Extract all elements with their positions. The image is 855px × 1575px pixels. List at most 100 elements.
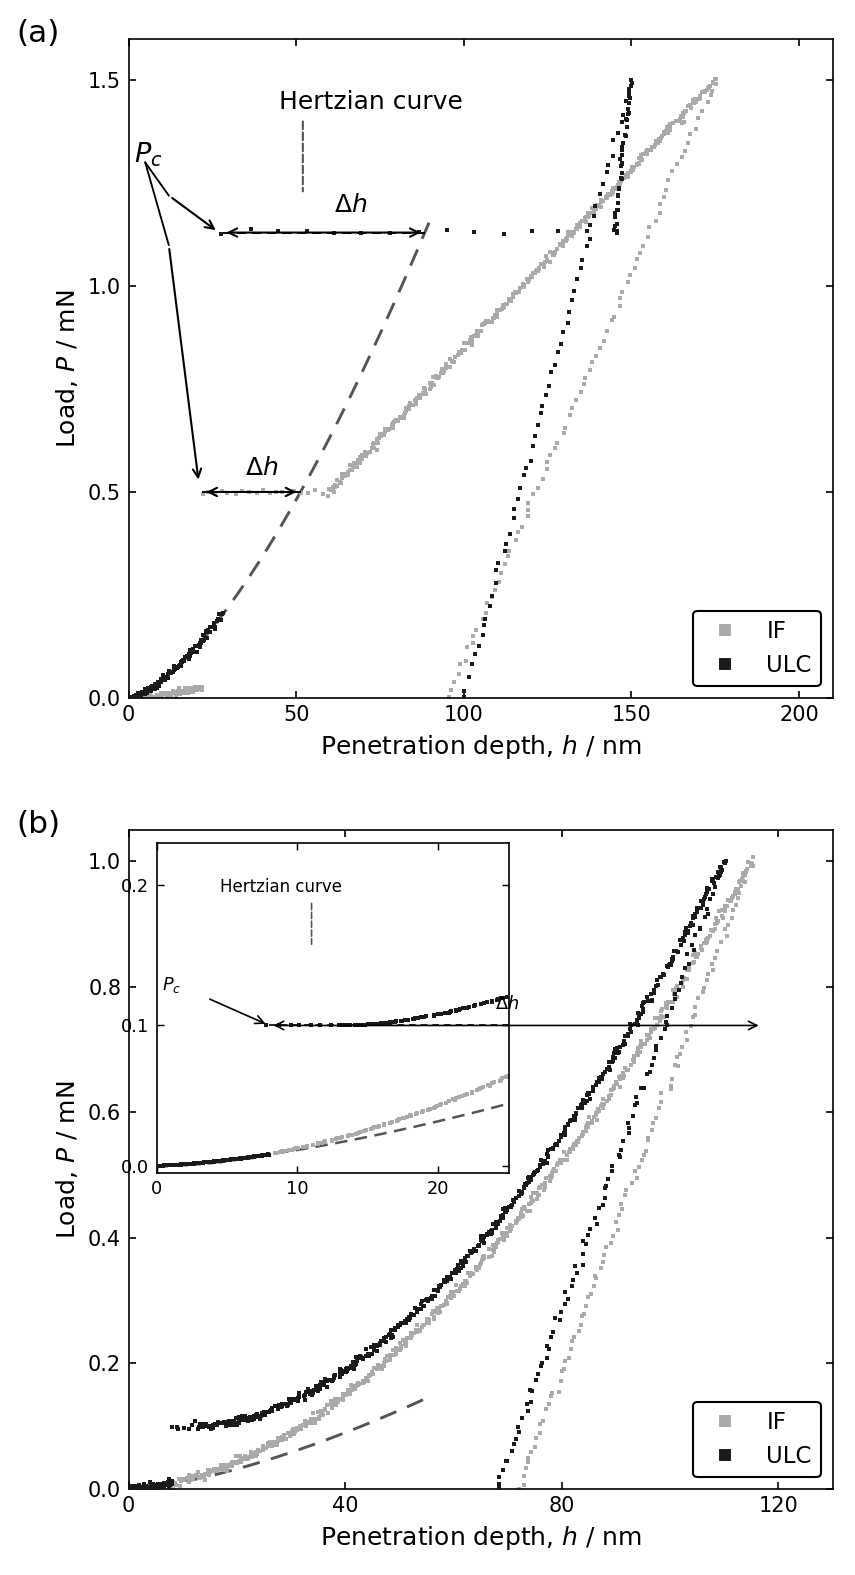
Point	[626, 154, 640, 180]
Point	[262, 1433, 276, 1458]
Point	[245, 1444, 259, 1469]
Point	[341, 1377, 355, 1402]
Point	[689, 90, 703, 115]
Point	[486, 1235, 500, 1260]
Point	[129, 687, 143, 712]
Point	[607, 1076, 621, 1101]
Point	[629, 1008, 643, 1033]
Point	[203, 614, 217, 639]
Point	[707, 871, 721, 896]
Point	[687, 901, 701, 926]
Point	[128, 1474, 142, 1499]
Point	[404, 1301, 418, 1326]
Point	[294, 1418, 308, 1443]
Point	[544, 1166, 557, 1191]
Point	[469, 323, 483, 348]
Point	[507, 506, 521, 531]
Point	[206, 1416, 220, 1441]
Point	[165, 1471, 179, 1496]
Point	[158, 1471, 172, 1496]
Point	[133, 687, 147, 712]
Point	[669, 109, 683, 134]
Point	[619, 162, 633, 187]
Point	[470, 1254, 484, 1279]
Point	[672, 976, 686, 1002]
Point	[141, 1476, 155, 1501]
Point	[562, 219, 575, 244]
Point	[702, 901, 716, 926]
Point	[603, 1057, 616, 1082]
Point	[696, 888, 710, 914]
Point	[368, 1356, 381, 1381]
Point	[467, 324, 481, 350]
Point	[602, 1049, 616, 1074]
Point	[536, 1408, 550, 1433]
Point	[503, 521, 516, 547]
Point	[206, 614, 220, 639]
Point	[485, 1217, 498, 1243]
Point	[632, 150, 646, 175]
Point	[377, 422, 391, 447]
Point	[533, 255, 546, 280]
Point	[592, 192, 605, 217]
Point	[216, 1455, 230, 1480]
Point	[177, 1414, 191, 1440]
Point	[178, 649, 192, 674]
Point	[703, 887, 716, 912]
Point	[526, 1162, 540, 1188]
Point	[641, 137, 655, 162]
Point	[589, 343, 603, 369]
Point	[677, 109, 691, 134]
Point	[424, 375, 438, 400]
Point	[307, 1381, 321, 1406]
Point	[142, 1476, 156, 1501]
Point	[607, 1076, 621, 1101]
Point	[223, 1411, 237, 1436]
Point	[298, 1383, 312, 1408]
Point	[637, 1076, 651, 1101]
Point	[586, 1109, 599, 1134]
Point	[208, 1458, 221, 1484]
Point	[343, 1381, 357, 1406]
Point	[336, 1388, 350, 1413]
Point	[415, 1292, 428, 1317]
Point	[495, 296, 509, 321]
Point	[506, 1188, 520, 1213]
Point	[357, 1345, 370, 1370]
Point	[398, 1331, 411, 1356]
Point	[567, 219, 581, 244]
Point	[641, 224, 655, 249]
Point	[585, 1110, 598, 1136]
Point	[140, 680, 154, 706]
Point	[365, 435, 379, 460]
Point	[593, 1069, 606, 1095]
Point	[386, 1342, 400, 1367]
Point	[490, 1230, 504, 1255]
Point	[417, 375, 431, 400]
Point	[324, 1367, 338, 1392]
Point	[157, 1471, 171, 1496]
Point	[166, 679, 180, 704]
Point	[151, 673, 165, 698]
Point	[466, 328, 480, 353]
Point	[476, 1246, 490, 1271]
Point	[469, 1238, 482, 1263]
Point	[263, 1429, 277, 1454]
Point	[560, 1142, 574, 1167]
Point	[355, 443, 369, 468]
Point	[371, 1353, 385, 1378]
Point	[576, 1121, 590, 1147]
Point	[575, 1303, 589, 1328]
Point	[251, 1403, 264, 1429]
Point	[700, 879, 714, 904]
Point	[660, 115, 674, 140]
Point	[197, 1414, 210, 1440]
Point	[509, 1208, 522, 1233]
Point	[250, 1441, 263, 1466]
Point	[535, 394, 549, 419]
Point	[590, 1101, 604, 1126]
Point	[390, 1340, 404, 1366]
Point	[270, 1432, 284, 1457]
Point	[587, 1074, 600, 1099]
Point	[217, 1410, 231, 1435]
